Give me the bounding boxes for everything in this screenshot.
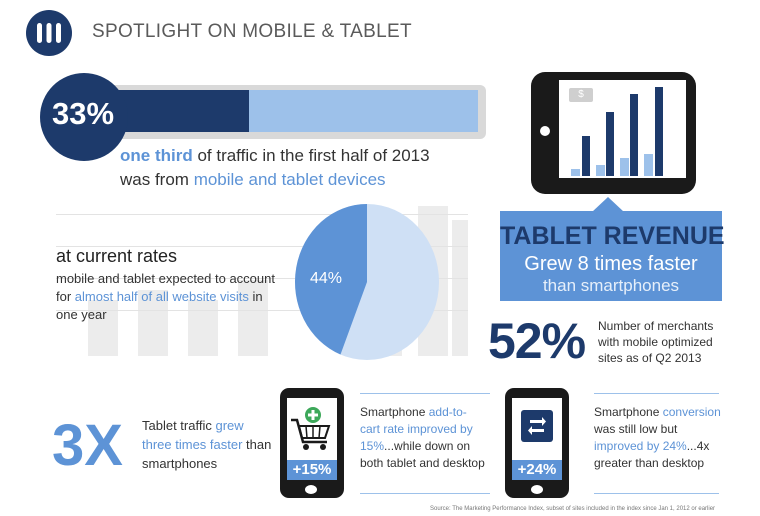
- cart-add-icon: [291, 407, 331, 450]
- background-bar: [138, 290, 168, 356]
- tablet-bar: [620, 158, 629, 176]
- cart-caption-highlight: add-to-cart rate improved by 15%: [360, 405, 473, 453]
- tablet-revenue-box: [500, 211, 722, 301]
- tablet-revenue-line3: than smartphones: [542, 276, 680, 295]
- conversion-caption: Smartphone conversion was still low but …: [594, 404, 724, 472]
- stat-33-line2-highlight: mobile and tablet devices: [193, 170, 386, 189]
- current-rates-text-pre: mobile and tablet expected to account fo…: [56, 271, 275, 304]
- tablet-home-button: [540, 126, 550, 136]
- tablet-revenue-title: TABLET REVENUE: [500, 222, 725, 250]
- tablet-bar-graphic: [571, 87, 663, 176]
- tablet-bar: [571, 169, 580, 176]
- refresh-icon: [521, 410, 553, 442]
- brand-logo: [26, 10, 72, 56]
- tablet-bar: [596, 165, 605, 176]
- callout-pointer: [592, 197, 624, 212]
- caption-rule: [360, 393, 490, 394]
- money-icon: $: [569, 88, 593, 102]
- current-rates-text-post: in one year: [56, 289, 263, 322]
- percent-circle: [40, 73, 128, 161]
- grid-line: [56, 278, 468, 279]
- cart-badge: +15%: [287, 460, 337, 480]
- conversion-caption-highlight-2: improved by 24%: [594, 439, 687, 453]
- grid-line: [56, 246, 468, 247]
- conversion-caption-pre: Smartphone: [594, 405, 663, 419]
- stat-33-line1-text: of traffic in the first half of 2013: [192, 146, 430, 165]
- stat-3x-value: 3X: [52, 413, 123, 478]
- cart-caption: Smartphone add-to-cart rate improved by …: [360, 404, 485, 472]
- background-bar: [238, 280, 268, 356]
- grid-line: [56, 310, 468, 311]
- current-rates-highlight: almost half of all website visits: [74, 289, 249, 304]
- current-rates-text: mobile and tablet expected to account fo…: [56, 270, 286, 324]
- tablet-bar: [630, 94, 638, 176]
- conversion-badge: +24%: [512, 460, 562, 480]
- phone-home-button: [305, 485, 317, 494]
- grid-line: [56, 214, 468, 215]
- caption-rule: [594, 493, 719, 494]
- stat-33-line2: was from mobile and tablet devices: [120, 170, 386, 190]
- source-note: Source: The Marketing Performance Index,…: [430, 506, 716, 512]
- stat-52-percent: 52%: [488, 313, 586, 369]
- pie-44-slice: [295, 204, 367, 355]
- stat-3x-text: Tablet traffic grew three times faster t…: [142, 416, 272, 473]
- logo-bars-icon: [37, 23, 61, 43]
- stat-52-text: Number of merchants with mobile optimize…: [598, 319, 714, 365]
- tablet-bar: [655, 87, 663, 176]
- caption-rule: [594, 393, 719, 394]
- stat-33-highlight: one third: [120, 146, 193, 165]
- cart-caption-post: ...while down on both tablet and desktop: [360, 439, 485, 470]
- page-title: SPOTLIGHT ON MOBILE & TABLET: [92, 21, 412, 42]
- stat-33-line1: one third of traffic in the first half o…: [120, 146, 430, 166]
- tablet-bar: [644, 154, 653, 176]
- stat-3x-highlight: grew three times faster: [142, 418, 244, 452]
- tablet-bar: [582, 136, 590, 176]
- caption-rule: [360, 493, 490, 494]
- tablet-revenue-line2: Grew 8 times faster: [524, 253, 698, 275]
- current-rates-heading: at current rates: [56, 246, 178, 266]
- background-bar: [188, 300, 218, 356]
- conversion-caption-post: ...4x greater than desktop: [594, 439, 710, 470]
- tablet-bar: [606, 112, 614, 176]
- pie-chart: [295, 204, 439, 360]
- stat-33-percent: 33%: [52, 96, 115, 131]
- conversion-caption-highlight-1: conversion: [662, 405, 721, 419]
- stat-3x-text-pre: Tablet traffic: [142, 418, 216, 433]
- stat-3x-text-post: than smartphones: [142, 437, 272, 471]
- phone-home-button: [531, 485, 543, 494]
- pie-percent-label: 44%: [310, 270, 343, 287]
- stat-33-line2-text: was from: [120, 170, 194, 189]
- background-bar: [88, 300, 118, 356]
- cart-caption-pre: Smartphone: [360, 405, 429, 419]
- background-bar: [452, 220, 468, 356]
- conversion-caption-mid: was still low but: [594, 422, 678, 436]
